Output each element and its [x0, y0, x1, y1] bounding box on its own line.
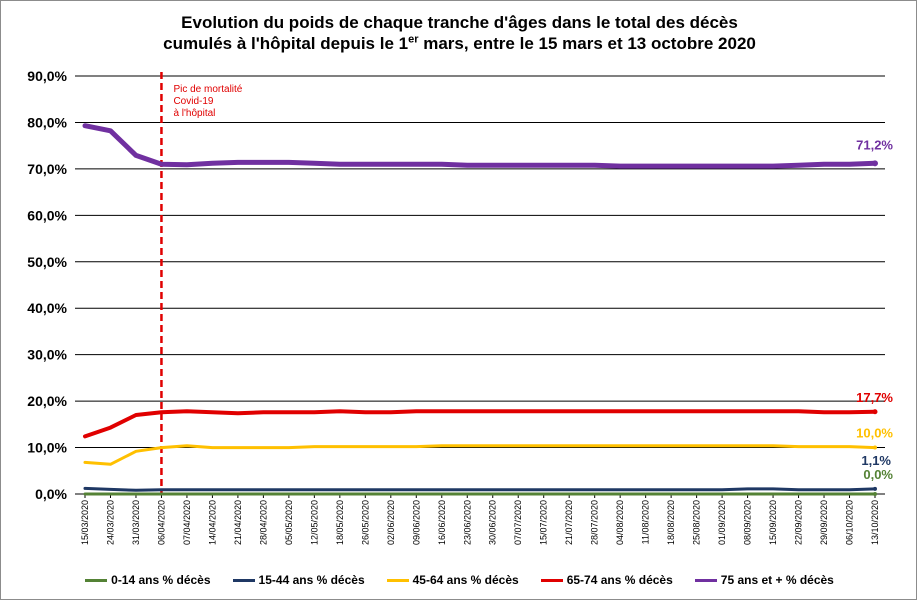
x-tick-label: 23/06/2020 — [462, 500, 472, 545]
legend-swatch — [694, 578, 717, 582]
series-end-label: 71,2% — [856, 137, 893, 152]
x-tick-label: 15/09/2020 — [768, 500, 778, 545]
x-tick-label: 16/06/2020 — [437, 500, 447, 545]
legend-swatch — [232, 578, 255, 582]
x-tick-label: 07/04/2020 — [182, 500, 192, 545]
peak-annotation-line: Covid-19 — [173, 96, 213, 107]
series-line — [83, 444, 877, 466]
legend-label: 65-74 ans % décès — [566, 573, 673, 587]
series-end-label: 10,0% — [856, 426, 893, 441]
x-tick-label: 26/05/2020 — [360, 500, 370, 545]
y-tick-label: 40,0% — [27, 300, 67, 316]
chart-title-superscript: er — [408, 33, 419, 46]
x-tick-label: 12/05/2020 — [309, 500, 319, 545]
series-end-point — [873, 492, 877, 496]
series-line — [83, 486, 877, 492]
series-end-label: 0,0% — [863, 467, 893, 482]
y-tick-label: 70,0% — [27, 161, 67, 177]
chart-title-line-1: Evolution du poids de chaque tranche d'â… — [181, 13, 738, 32]
x-tick-label: 28/04/2020 — [258, 500, 268, 545]
peak-annotation-line: Pic de mortalité — [173, 84, 242, 95]
x-tick-label: 25/08/2020 — [692, 500, 702, 545]
x-tick-label: 21/04/2020 — [233, 500, 243, 545]
x-tick-label: 24/03/2020 — [105, 500, 115, 545]
y-tick-label: 60,0% — [27, 207, 67, 223]
x-tick-label: 13/10/2020 — [870, 500, 880, 545]
x-tick-label: 06/10/2020 — [845, 500, 855, 545]
legend-swatch — [85, 578, 108, 582]
x-tick-label: 01/09/2020 — [717, 500, 727, 545]
legend-swatch — [386, 578, 409, 582]
x-tick-label: 04/08/2020 — [615, 500, 625, 545]
peak-annotation-line: à l'hôpital — [173, 108, 215, 119]
y-tick-label: 80,0% — [27, 114, 67, 130]
y-tick-label: 20,0% — [27, 393, 67, 409]
series-end-label: 1,1% — [861, 453, 891, 468]
series-end-point — [873, 445, 877, 450]
series-end-point — [873, 486, 877, 491]
x-tick-label: 07/07/2020 — [513, 500, 523, 545]
series-end-point — [872, 409, 878, 415]
x-tick-label: 15/07/2020 — [539, 500, 549, 545]
chart-title-line-2-end: mars, entre le 15 mars et 13 octobre 202… — [418, 34, 756, 53]
legend-item: 45-64 ans % décès — [386, 573, 519, 587]
chart-title-line-2: cumulés à l'hôpital depuis le 1er mars, … — [0, 33, 919, 54]
legend-label: 15-44 ans % décès — [258, 573, 365, 587]
legend-label: 45-64 ans % décès — [412, 573, 519, 587]
y-tick-label: 50,0% — [27, 254, 67, 270]
x-tick-label: 11/08/2020 — [641, 500, 651, 544]
x-tick-label: 18/05/2020 — [335, 500, 345, 545]
legend-item: 0-14 ans % décès — [85, 573, 211, 587]
series-line — [82, 123, 878, 169]
x-tick-label: 18/08/2020 — [666, 500, 676, 545]
legend-item: 65-74 ans % décès — [540, 573, 673, 587]
legend-swatch — [540, 578, 563, 582]
x-tick-label: 02/06/2020 — [386, 500, 396, 545]
series-line — [83, 409, 877, 439]
legend-label: 75 ans et + % décès — [720, 573, 834, 587]
x-tick-label: 31/03/2020 — [131, 500, 141, 545]
x-tick-label: 08/09/2020 — [743, 500, 753, 545]
x-tick-label: 09/06/2020 — [411, 500, 421, 545]
legend-label: 0-14 ans % décès — [111, 573, 211, 587]
x-tick-label: 15/03/2020 — [80, 500, 90, 545]
y-tick-label: 10,0% — [27, 440, 67, 456]
y-tick-label: 0,0% — [35, 486, 67, 502]
legend-item: 75 ans et + % décès — [694, 573, 834, 587]
x-tick-label: 22/09/2020 — [794, 500, 804, 545]
series-end-label: 17,7% — [856, 390, 893, 405]
x-tick-label: 14/04/2020 — [207, 500, 217, 545]
chart-title-line-2-start: cumulés à l'hôpital depuis le 1 — [163, 34, 409, 53]
y-tick-label: 90,0% — [27, 68, 67, 84]
legend-item: 15-44 ans % décès — [232, 573, 365, 587]
x-tick-label: 06/04/2020 — [156, 500, 166, 545]
x-tick-label: 30/06/2020 — [488, 500, 498, 545]
y-tick-label: 30,0% — [27, 347, 67, 363]
chart-legend: 0-14 ans % décès 15-44 ans % décès 45-64 a… — [0, 570, 919, 590]
x-tick-label: 21/07/2020 — [564, 500, 574, 545]
chart-title: Evolution du poids de chaque tranche d'â… — [0, 12, 919, 54]
series-end-point — [872, 160, 878, 167]
x-tick-label: 29/09/2020 — [819, 500, 829, 545]
x-tick-label: 28/07/2020 — [590, 500, 600, 545]
x-tick-label: 05/05/2020 — [284, 500, 294, 545]
